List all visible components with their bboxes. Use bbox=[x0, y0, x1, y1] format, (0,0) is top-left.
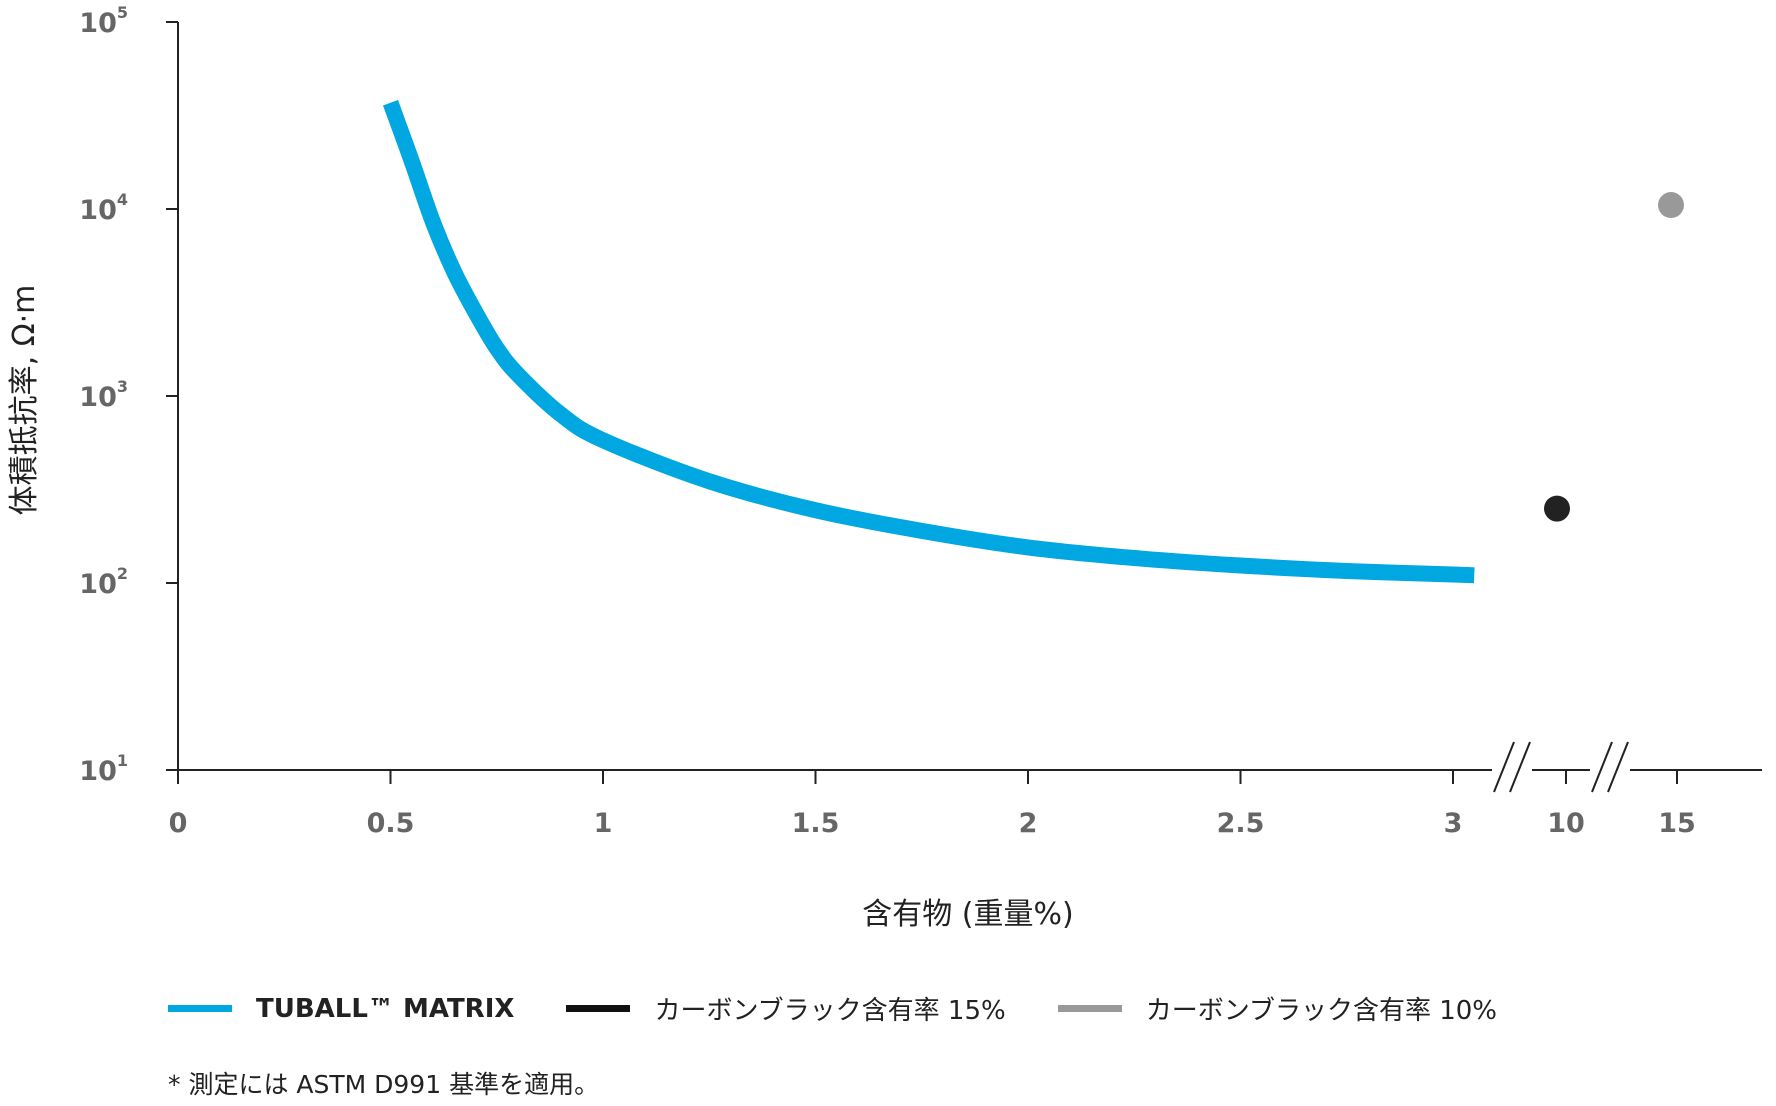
x-tick-group: 0 0.5 1 1.5 2 2.5 3 10 15 bbox=[169, 770, 1696, 839]
legend-swatch-carbon-black-10 bbox=[1057, 1005, 1122, 1012]
axis-break-gap bbox=[1492, 762, 1532, 778]
legend-label-carbon-black-15: カーボンブラック含有率 15% bbox=[654, 996, 1006, 1026]
series-line-tuball-matrix bbox=[382, 100, 1475, 584]
series-group bbox=[382, 100, 1684, 584]
x-tick-label: 0.5 bbox=[367, 808, 415, 839]
legend-swatch-carbon-black-15 bbox=[566, 1005, 631, 1012]
axis-break-mark bbox=[1493, 741, 1515, 793]
axis-break-mark bbox=[1607, 741, 1629, 793]
x-tick-label: 2 bbox=[1019, 808, 1038, 839]
legend-item-carbon-black-15: カーボンブラック含有率 15% bbox=[566, 990, 1006, 1027]
chart-axes bbox=[177, 22, 1762, 771]
legend-item-carbon-black-10: カーボンブラック含有率 10% bbox=[1057, 990, 1497, 1027]
legend-item-tuball: TUBALL™ MATRIX bbox=[168, 994, 514, 1024]
axis-break-mark bbox=[1591, 741, 1613, 793]
legend: TUBALL™ MATRIX カーボンブラック含有率 15% カーボンブラック含… bbox=[168, 990, 1549, 1027]
x-tick-label: 3 bbox=[1444, 808, 1463, 839]
axis-break-mark bbox=[1509, 741, 1531, 793]
y-axis-title: 体積抵抗率, Ω·m bbox=[7, 285, 42, 516]
legend-label-carbon-black-10: カーボンブラック含有率 10% bbox=[1145, 996, 1497, 1026]
axis-break-group bbox=[1492, 741, 1630, 793]
x-tick-label: 0 bbox=[169, 808, 188, 839]
x-tick-label: 10 bbox=[1547, 808, 1585, 839]
legend-swatch-tuball bbox=[168, 1005, 232, 1012]
x-axis-title: 含有物 (重量%) bbox=[862, 897, 1073, 932]
footnote: * 測定には ASTM D991 基準を適用。 bbox=[168, 1070, 600, 1099]
x-tick-label: 1.5 bbox=[792, 808, 840, 839]
y-tick-label: 105 bbox=[79, 3, 128, 39]
x-tick-label: 15 bbox=[1658, 808, 1696, 839]
x-tick-label: 2.5 bbox=[1217, 808, 1265, 839]
y-tick-label: 101 bbox=[79, 751, 128, 787]
y-tick-label: 102 bbox=[79, 564, 128, 600]
x-tick-label: 1 bbox=[594, 808, 613, 839]
point-carbon-black-15 bbox=[1544, 495, 1570, 522]
point-carbon-black-10 bbox=[1658, 192, 1684, 219]
y-tick-label: 104 bbox=[79, 190, 128, 226]
y-tick-group: 101 102 103 104 105 bbox=[79, 3, 178, 787]
axis-break-gap bbox=[1590, 762, 1630, 778]
legend-label-tuball: TUBALL™ MATRIX bbox=[256, 993, 515, 1024]
y-tick-label: 103 bbox=[79, 377, 128, 413]
